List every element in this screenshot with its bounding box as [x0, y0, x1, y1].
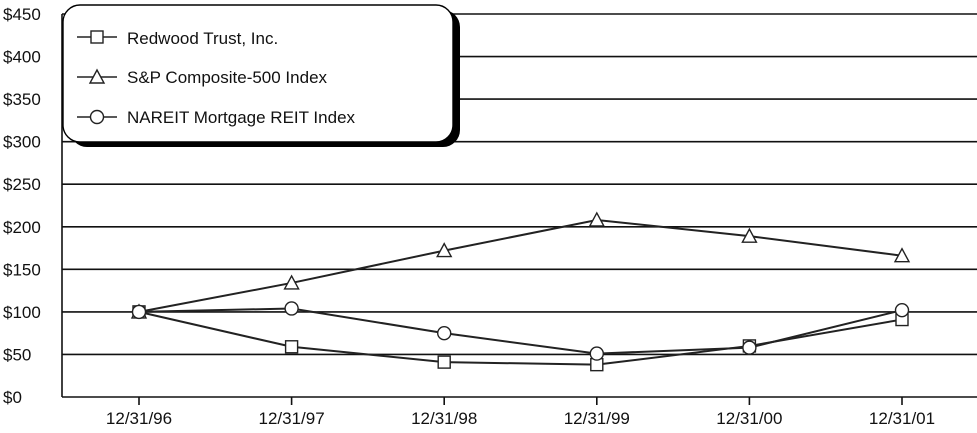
triangle-data-point: [436, 242, 453, 258]
legend-label-redwood: Redwood Trust, Inc.: [127, 29, 278, 48]
x-tick-label: 12/31/96: [106, 409, 172, 428]
legend: Redwood Trust, Inc. S&P Composite-500 In…: [62, 4, 460, 147]
series-group: [130, 211, 911, 372]
y-tick-label: $50: [3, 345, 31, 364]
legend-box: [62, 4, 454, 143]
x-tick-label: 12/31/01: [869, 409, 935, 428]
x-tick-label: 12/31/97: [259, 409, 325, 428]
y-axis: $0 $50 $100 $150 $200 $250 $300 $350 $400 $450: [3, 5, 41, 407]
y-tick-label: $0: [3, 388, 22, 407]
legend-item-redwood: Redwood Trust, Inc.: [77, 29, 278, 48]
y-tick-label: $150: [3, 260, 41, 279]
x-tick-label: 12/31/98: [411, 409, 477, 428]
circle-data-point: [437, 325, 452, 341]
y-tick-label: $100: [3, 303, 41, 322]
triangle-data-point: [283, 274, 300, 290]
series-square: [132, 305, 909, 372]
y-tick-label: $400: [3, 48, 41, 67]
circle-data-point: [742, 340, 757, 355]
circle-data-point: [894, 302, 910, 318]
y-tick-label: $250: [3, 175, 41, 194]
circle-data-point: [131, 304, 147, 320]
x-tick-label: 12/31/00: [716, 409, 782, 428]
legend-label-nareit: NAREIT Mortgage REIT Index: [127, 108, 356, 127]
legend-item-nareit: NAREIT Mortgage REIT Index: [77, 108, 356, 127]
circle-marker-icon: [89, 109, 105, 125]
series-line-triangle: [138, 218, 903, 313]
triangle-data-point: [893, 247, 911, 263]
circle-data-point: [284, 301, 299, 316]
triangle-data-point: [588, 211, 605, 227]
x-tick-label: 12/31/99: [564, 409, 630, 428]
square-data-point: [437, 355, 451, 369]
circle-data-point: [589, 346, 604, 361]
series-triangle: [130, 211, 911, 319]
y-tick-label: $200: [3, 218, 41, 237]
legend-label-sp500: S&P Composite-500 Index: [127, 68, 328, 87]
legend-item-sp500: S&P Composite-500 Index: [77, 68, 328, 87]
square-marker-icon: [90, 30, 104, 44]
y-tick-label: $350: [3, 90, 41, 109]
y-tick-label: $450: [3, 5, 41, 24]
series-line-circle: [138, 307, 903, 355]
triangle-marker-icon: [88, 68, 106, 84]
square-data-point: [284, 340, 299, 354]
x-axis: 12/31/96 12/31/97 12/31/98 12/31/99 12/31/00…: [106, 397, 935, 428]
series-circle: [131, 301, 910, 361]
y-tick-label: $300: [3, 133, 41, 152]
triangle-data-point: [741, 227, 758, 243]
